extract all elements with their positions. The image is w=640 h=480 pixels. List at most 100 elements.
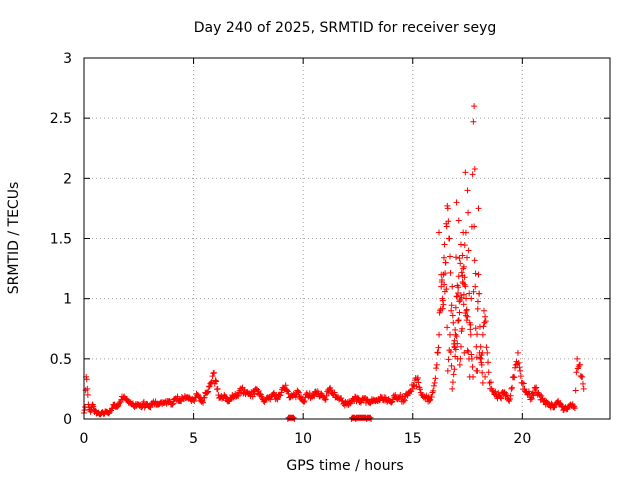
data-point (482, 318, 489, 325)
data-point (470, 118, 477, 125)
data-point (448, 362, 455, 369)
x-tick-label: 5 (189, 431, 198, 447)
plot-frame (83, 57, 611, 420)
data-point (115, 402, 122, 409)
data-point (543, 398, 550, 405)
data-point (213, 386, 220, 393)
data-point (413, 383, 420, 390)
data-point (532, 385, 539, 392)
data-point (533, 384, 540, 391)
data-point (212, 377, 219, 384)
data-point (318, 390, 325, 397)
data-point (471, 165, 478, 172)
data-point (446, 235, 453, 242)
data-point (388, 399, 395, 406)
data-point (443, 223, 450, 230)
y-tick-label: 3 (63, 51, 72, 67)
data-point (461, 274, 468, 281)
data-point (471, 103, 478, 110)
data-point (482, 313, 489, 320)
data-point (273, 395, 280, 402)
data-point (436, 331, 443, 338)
y-tick-label: 0.5 (50, 352, 72, 368)
data-point (467, 331, 474, 338)
data-point (464, 313, 471, 320)
data-point (449, 379, 456, 386)
data-point (294, 387, 301, 394)
data-point (141, 404, 148, 411)
data-point (453, 333, 460, 340)
data-point (465, 247, 472, 254)
data-point (443, 286, 450, 293)
data-point (404, 392, 411, 399)
data-point (454, 282, 461, 289)
data-point (455, 317, 462, 324)
y-tick-label: 2.5 (50, 111, 72, 127)
data-point (439, 305, 446, 312)
data-point (447, 253, 454, 260)
axis-ticks (83, 57, 610, 420)
data-point (463, 312, 470, 319)
data-point (300, 399, 307, 406)
data-point (455, 273, 462, 280)
data-point (449, 283, 456, 290)
data-point (205, 388, 212, 395)
data-point (198, 398, 205, 405)
data-point (525, 388, 532, 395)
data-point (302, 394, 309, 401)
data-point (472, 283, 479, 290)
data-point (517, 367, 524, 374)
data-point (520, 380, 527, 387)
data-point (88, 407, 95, 414)
data-point (267, 396, 274, 403)
data-point (477, 354, 484, 361)
data-point (444, 367, 451, 374)
data-point (460, 301, 467, 308)
data-point (438, 271, 445, 278)
data-point (432, 375, 439, 382)
data-point (191, 398, 198, 405)
data-point (503, 391, 510, 398)
data-point (211, 369, 218, 376)
data-point (439, 297, 446, 304)
data-point (463, 254, 470, 261)
data-point (461, 349, 468, 356)
data-point (227, 396, 234, 403)
data-point (538, 392, 545, 399)
data-point (469, 171, 476, 178)
data-point (463, 306, 470, 313)
data-point (452, 353, 459, 360)
data-point (469, 363, 476, 370)
data-point (481, 319, 488, 326)
data-point (444, 202, 451, 209)
data-point (415, 379, 422, 386)
data-point (465, 348, 472, 355)
data-point (564, 406, 571, 413)
data-point (306, 390, 313, 397)
data-point (500, 390, 507, 397)
data-point (527, 396, 534, 403)
data-point (460, 263, 467, 270)
data-point (459, 252, 466, 259)
data-point (290, 414, 297, 421)
data-point (451, 337, 458, 344)
data-point (445, 218, 452, 225)
data-point (170, 400, 177, 407)
data-point (114, 403, 121, 410)
data-point (550, 404, 557, 411)
data-point (399, 393, 406, 400)
data-point (200, 399, 207, 406)
data-point (449, 312, 456, 319)
data-point (498, 395, 505, 402)
data-point (572, 387, 579, 394)
data-point (448, 302, 455, 309)
data-point (468, 223, 475, 230)
data-point (208, 379, 215, 386)
y-tick-label: 1.5 (50, 232, 72, 248)
data-point (458, 269, 465, 276)
data-point (453, 199, 460, 206)
data-point (474, 331, 481, 338)
data-point (507, 392, 514, 399)
data-point (346, 400, 353, 407)
data-point (462, 310, 469, 317)
